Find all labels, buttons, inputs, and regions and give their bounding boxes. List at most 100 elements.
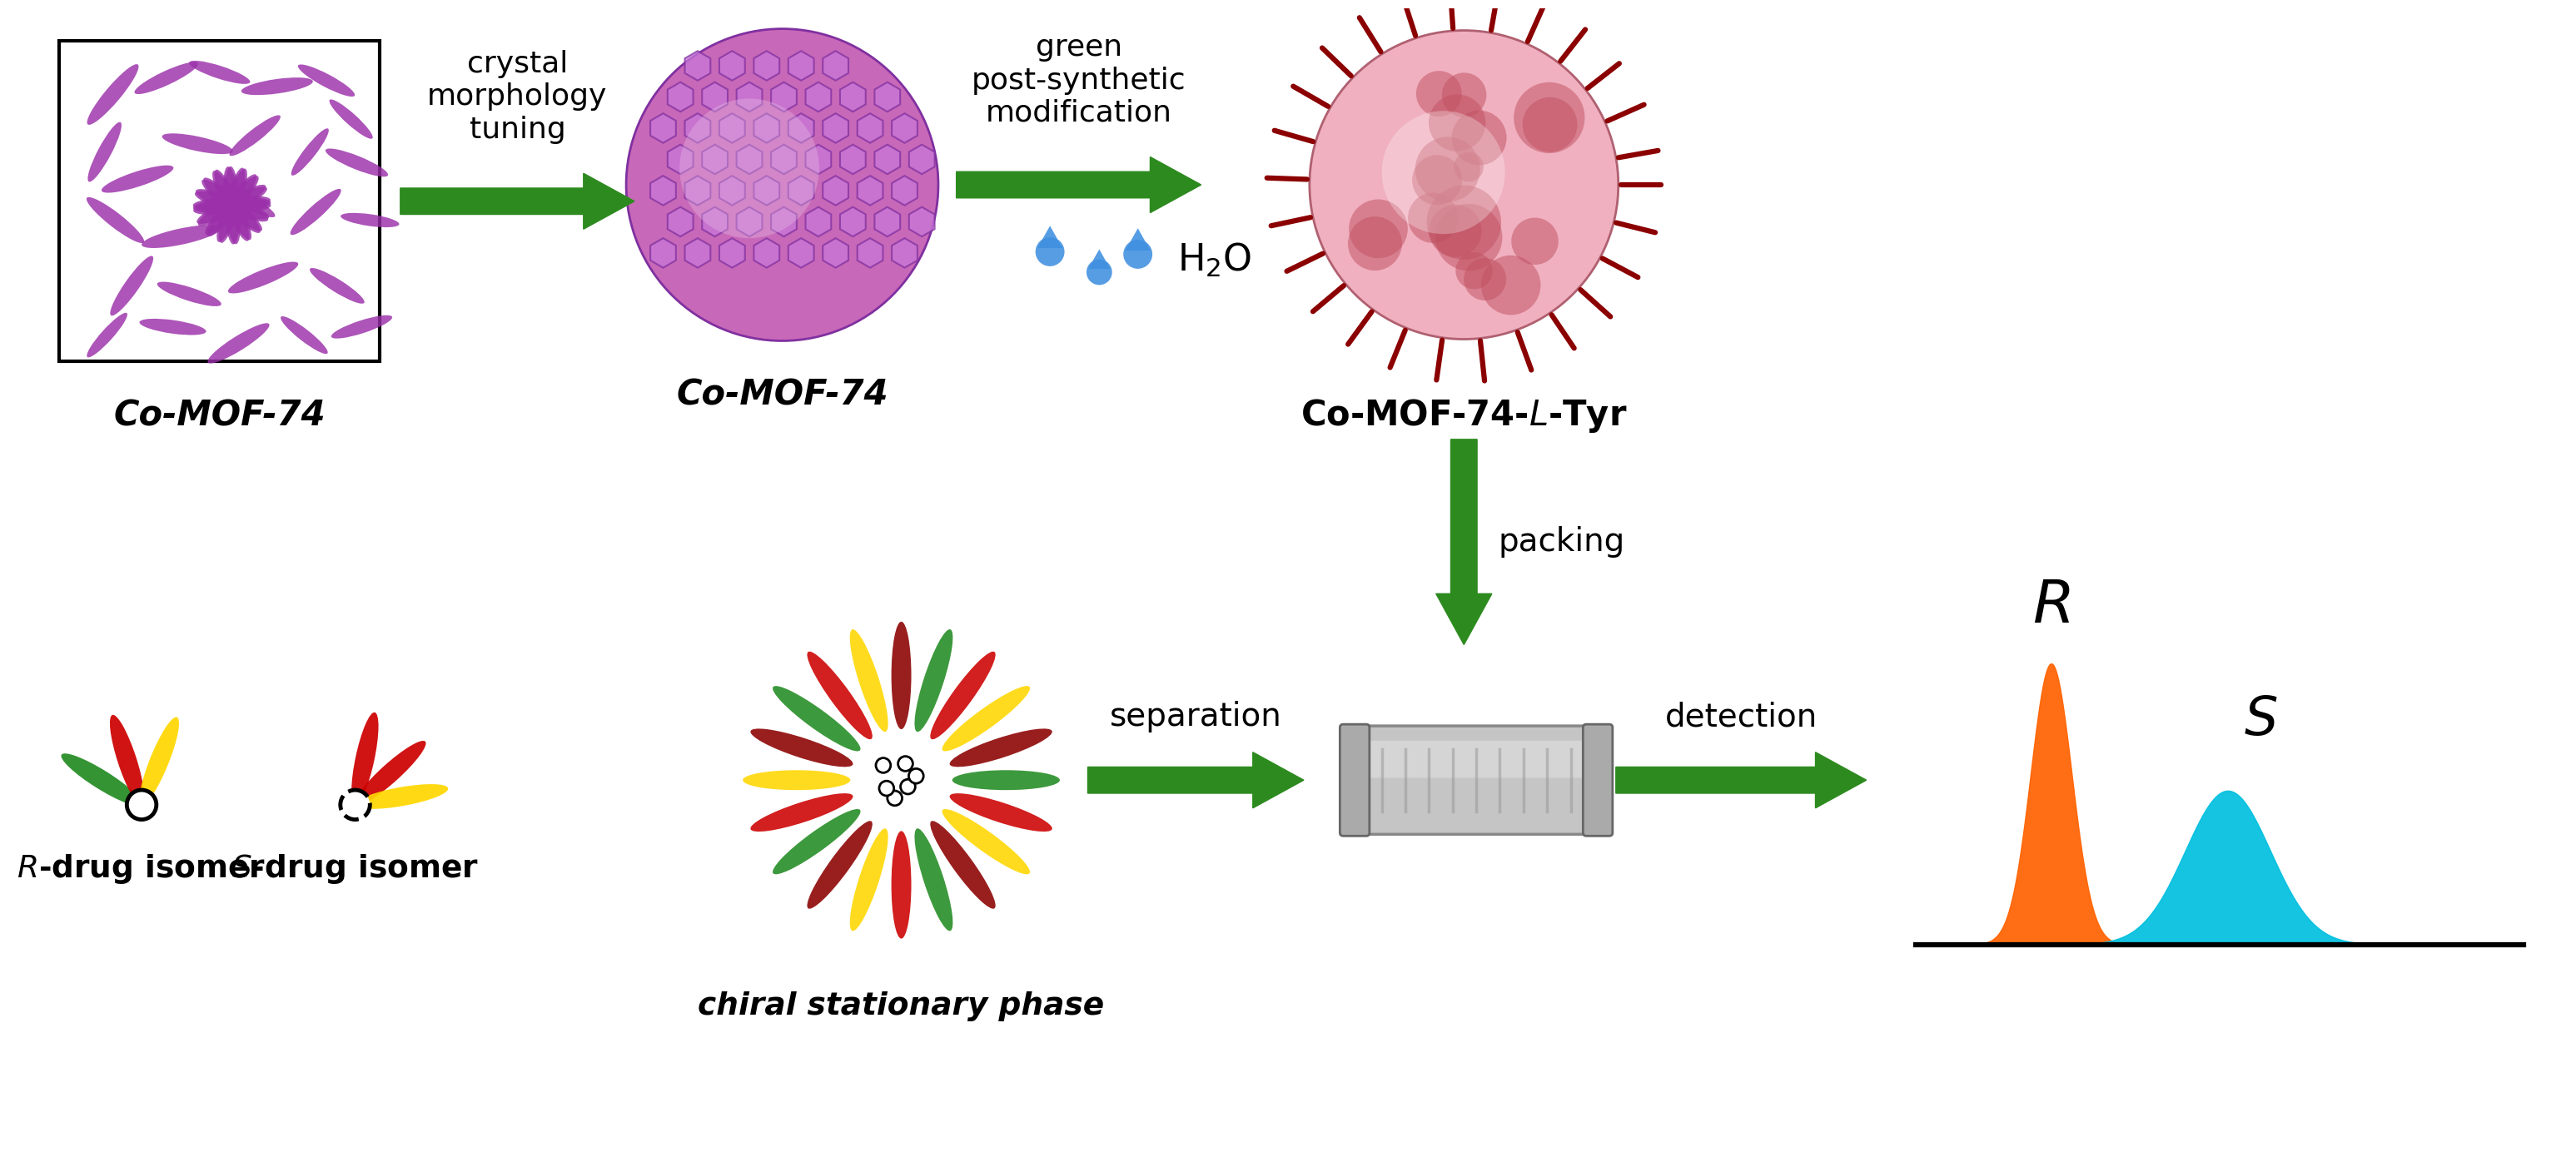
Polygon shape: [956, 157, 1200, 213]
Ellipse shape: [951, 794, 1051, 832]
Ellipse shape: [198, 184, 265, 226]
Polygon shape: [719, 51, 744, 81]
Text: green
post-synthetic
modification: green post-synthetic modification: [971, 33, 1185, 128]
Circle shape: [1430, 94, 1486, 151]
Polygon shape: [1126, 228, 1151, 251]
Circle shape: [886, 790, 902, 805]
Polygon shape: [649, 176, 675, 205]
Ellipse shape: [193, 197, 270, 213]
Circle shape: [902, 779, 914, 794]
Ellipse shape: [204, 177, 260, 233]
Ellipse shape: [88, 312, 126, 357]
Polygon shape: [1615, 752, 1868, 808]
Polygon shape: [909, 144, 935, 174]
Polygon shape: [840, 82, 866, 112]
Ellipse shape: [281, 317, 327, 354]
Polygon shape: [755, 176, 781, 205]
Ellipse shape: [206, 174, 258, 236]
Text: chiral stationary phase: chiral stationary phase: [698, 991, 1105, 1021]
Circle shape: [878, 781, 894, 796]
Text: detection: detection: [1664, 700, 1819, 733]
Circle shape: [1087, 259, 1113, 285]
Circle shape: [1453, 111, 1507, 165]
Text: $\it{S}$: $\it{S}$: [2244, 694, 2277, 745]
Ellipse shape: [325, 149, 389, 176]
Ellipse shape: [111, 715, 144, 805]
Polygon shape: [1087, 249, 1110, 268]
Polygon shape: [873, 207, 899, 236]
Ellipse shape: [750, 728, 853, 767]
Circle shape: [1522, 97, 1577, 152]
Polygon shape: [770, 144, 796, 174]
Circle shape: [1409, 192, 1458, 243]
Polygon shape: [806, 207, 832, 236]
Ellipse shape: [201, 180, 263, 232]
Ellipse shape: [209, 324, 270, 363]
Polygon shape: [703, 82, 726, 112]
Ellipse shape: [891, 831, 912, 939]
Ellipse shape: [196, 191, 268, 220]
Ellipse shape: [943, 809, 1030, 874]
Polygon shape: [788, 113, 814, 143]
Polygon shape: [806, 82, 832, 112]
Ellipse shape: [214, 169, 250, 241]
Ellipse shape: [742, 771, 850, 790]
Polygon shape: [719, 176, 744, 205]
Circle shape: [1036, 237, 1064, 266]
Text: crystal
morphology
tuning: crystal morphology tuning: [428, 50, 608, 144]
Ellipse shape: [216, 168, 247, 242]
Ellipse shape: [850, 629, 889, 732]
FancyBboxPatch shape: [1584, 725, 1613, 836]
Circle shape: [340, 790, 371, 819]
FancyBboxPatch shape: [1368, 741, 1584, 778]
Ellipse shape: [139, 319, 206, 335]
Polygon shape: [755, 113, 781, 143]
Polygon shape: [737, 82, 762, 112]
Text: Co-MOF-74: Co-MOF-74: [113, 399, 325, 433]
Circle shape: [1435, 204, 1502, 271]
Ellipse shape: [806, 652, 873, 740]
Circle shape: [1453, 152, 1484, 182]
Polygon shape: [755, 51, 781, 81]
Ellipse shape: [139, 717, 178, 805]
Ellipse shape: [930, 821, 994, 909]
Polygon shape: [737, 144, 762, 174]
Polygon shape: [667, 82, 693, 112]
Circle shape: [1512, 218, 1558, 265]
Polygon shape: [685, 238, 711, 267]
Polygon shape: [840, 144, 866, 174]
Polygon shape: [685, 51, 711, 81]
Text: $\it{R}$: $\it{R}$: [2032, 577, 2071, 635]
Circle shape: [1515, 82, 1584, 153]
Ellipse shape: [219, 185, 276, 218]
Ellipse shape: [332, 316, 392, 339]
Polygon shape: [649, 238, 675, 267]
Circle shape: [899, 757, 912, 771]
Text: H$_2$O: H$_2$O: [1177, 242, 1252, 279]
Polygon shape: [667, 207, 693, 236]
Ellipse shape: [773, 809, 860, 874]
Ellipse shape: [88, 65, 139, 124]
Ellipse shape: [806, 821, 873, 909]
Polygon shape: [1038, 226, 1061, 248]
Ellipse shape: [291, 189, 340, 235]
Ellipse shape: [188, 61, 250, 84]
Ellipse shape: [206, 176, 258, 235]
Polygon shape: [719, 113, 744, 143]
Polygon shape: [737, 207, 762, 236]
Circle shape: [1381, 111, 1504, 234]
Polygon shape: [806, 144, 832, 174]
Ellipse shape: [224, 166, 240, 244]
Polygon shape: [858, 176, 884, 205]
Circle shape: [909, 768, 922, 783]
Circle shape: [1350, 199, 1406, 258]
Ellipse shape: [355, 785, 448, 809]
Polygon shape: [719, 238, 744, 267]
Ellipse shape: [299, 65, 355, 97]
Ellipse shape: [355, 741, 425, 805]
Ellipse shape: [196, 189, 268, 221]
Text: separation: separation: [1110, 700, 1283, 733]
Polygon shape: [1087, 752, 1303, 808]
Polygon shape: [840, 207, 866, 236]
Circle shape: [1430, 205, 1481, 257]
